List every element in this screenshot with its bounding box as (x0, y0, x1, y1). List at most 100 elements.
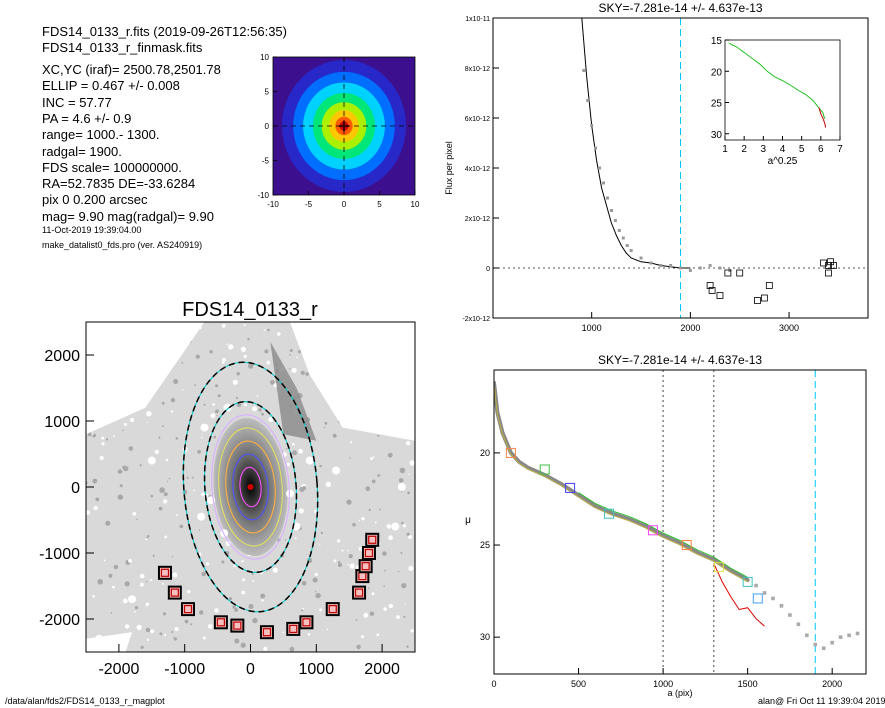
flux-point (718, 266, 722, 270)
field-speck (368, 587, 370, 589)
flux-point (625, 244, 629, 247)
field-speck (166, 480, 169, 483)
field-speck (289, 349, 293, 352)
field-speck (240, 642, 246, 648)
range-ellipse (203, 400, 298, 574)
field-speck (152, 554, 155, 557)
field-speck (140, 582, 144, 587)
sb-y-label: μ (465, 515, 471, 526)
sb-color-profile (578, 492, 748, 578)
field-speck (369, 611, 375, 616)
field-speck (399, 467, 406, 474)
star-mask (292, 522, 301, 531)
field-speck (113, 435, 116, 438)
field-speck (365, 486, 371, 492)
sb-gray-point (788, 613, 792, 617)
sb-gray-point (821, 646, 826, 651)
field-speck (105, 520, 111, 526)
inset-y-tick: 30 (711, 130, 723, 141)
mask-box (230, 618, 245, 633)
field-speck (376, 633, 380, 637)
field-speck (244, 403, 247, 407)
field-speck (338, 561, 341, 564)
field-speck (175, 437, 179, 440)
field-speck (319, 608, 322, 612)
galaxy-wedge (270, 341, 317, 441)
field-speck (358, 546, 363, 551)
field-speck (347, 564, 349, 566)
star-mask (128, 595, 137, 604)
sb-plot-area (494, 370, 860, 674)
field-speck (398, 478, 404, 483)
field-speck (336, 539, 341, 543)
flux-box (736, 269, 744, 277)
field-speck (150, 629, 155, 634)
flux-point (605, 196, 609, 200)
field-speck (296, 356, 299, 359)
field-speck (410, 629, 414, 633)
field-speck (232, 379, 238, 385)
map-y-tick: 0 (265, 122, 270, 131)
field-speck (150, 579, 153, 582)
sb-gray-point (754, 583, 758, 588)
sb-marker (681, 540, 692, 551)
field-speck (263, 329, 266, 331)
field-speck (117, 494, 124, 500)
map-y-tick: 5 (265, 88, 270, 97)
flux-x-tick: 1000 (582, 323, 602, 333)
field-speck (101, 436, 105, 440)
galaxy-image-chart: FDS14_0133_r -2000 -2000 -1000 -1000 0 0 1000 10… (39, 299, 416, 678)
field-speck (123, 423, 127, 426)
sb-title: SKY=-7.281e-14 +/- 4.637e-13 (598, 353, 762, 367)
flux-point (586, 99, 590, 102)
field-speck (221, 560, 225, 564)
field-speck (106, 438, 109, 441)
inset-y-tick: 25 (711, 99, 723, 110)
flux-box (724, 269, 732, 277)
flux-point (582, 69, 586, 72)
flux-point (598, 166, 602, 170)
field-speck (186, 476, 189, 479)
field-speck (164, 535, 168, 539)
field-speck (203, 403, 206, 406)
star-mask (197, 512, 206, 521)
inset-y-tick: 20 (711, 67, 723, 78)
field-speck (170, 397, 176, 403)
flux-point (629, 249, 633, 252)
field-speck (305, 372, 309, 376)
field-speck (261, 412, 264, 416)
field-speck (346, 499, 352, 505)
flux-y-tick: 6x10-12 (465, 116, 490, 123)
field-speck (161, 401, 165, 405)
field-speck (256, 395, 259, 397)
sb-frame (493, 369, 867, 675)
field-speck (368, 508, 371, 512)
inset-x-tick: 5 (799, 144, 805, 155)
field-speck (91, 433, 94, 436)
field-speck (333, 559, 337, 563)
field-speck (301, 581, 307, 586)
field-speck (171, 631, 174, 633)
field-speck (176, 514, 178, 517)
sb-marker (603, 508, 614, 519)
param-line: INC = 57.77 (42, 94, 112, 110)
flux-point (613, 219, 617, 222)
field-speck (406, 645, 409, 648)
field-speck (377, 474, 381, 477)
field-speck (145, 627, 151, 633)
galaxy-x-tick: 2000 (364, 661, 400, 678)
sb-marker (647, 525, 658, 536)
star-mask (285, 489, 294, 498)
footer-path: /data/alan/fds2/FDS14_0133_r_magplot (5, 696, 165, 706)
field-speck (128, 559, 133, 563)
sb-x-tick: 0 (491, 679, 496, 689)
flux-y-label: Flux per pixel (444, 141, 454, 195)
field-speck (92, 595, 95, 598)
field-speck (408, 473, 410, 476)
field-speck (221, 323, 226, 328)
field-speck (192, 476, 194, 479)
field-speck (248, 363, 254, 369)
flux-y-tick: 0 (486, 266, 490, 273)
field-speck (409, 460, 415, 466)
field-speck (179, 524, 184, 529)
